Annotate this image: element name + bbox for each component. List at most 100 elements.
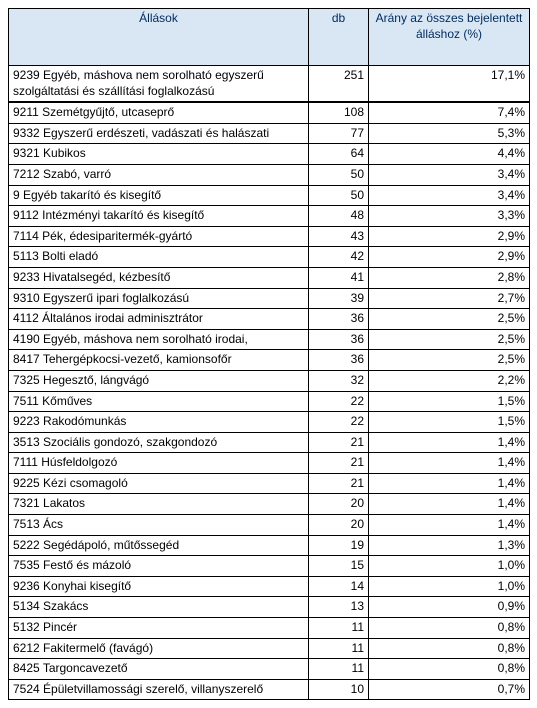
cell-name: 7513 Ács: [9, 515, 309, 536]
table-row: 4112 Általános irodai adminisztrátor362,…: [9, 309, 530, 330]
table-row: 5222 Segédápoló, műtőssegéd191,3%: [9, 535, 530, 556]
cell-db: 21: [309, 432, 369, 453]
cell-db: 64: [309, 144, 369, 165]
cell-pct: 1,4%: [369, 473, 530, 494]
cell-pct: 17,1%: [369, 66, 530, 103]
table-row: 7325 Hegesztő, lángvágó322,2%: [9, 370, 530, 391]
cell-name: 4190 Egyéb, máshova nem sorolható irodai…: [9, 329, 309, 350]
header-row: Állások db Arány az összes bejelentett á…: [9, 9, 530, 66]
cell-pct: 0,9%: [369, 597, 530, 618]
table-row: 3513 Szociális gondozó, szakgondozó211,4…: [9, 432, 530, 453]
cell-name: 9112 Intézményi takarító és kisegítő: [9, 206, 309, 227]
cell-pct: 0,8%: [369, 638, 530, 659]
table-row: 5134 Szakács130,9%: [9, 597, 530, 618]
cell-pct: 2,9%: [369, 226, 530, 247]
cell-name: 9225 Kézi csomagoló: [9, 473, 309, 494]
cell-name: 8417 Tehergépkocsi-vezető, kamionsofőr: [9, 350, 309, 371]
cell-pct: 0,8%: [369, 659, 530, 680]
cell-db: 108: [309, 102, 369, 123]
cell-name: 4112 Általános irodai adminisztrátor: [9, 309, 309, 330]
cell-name: 7321 Lakatos: [9, 494, 309, 515]
cell-name: 9223 Rakodómunkás: [9, 412, 309, 433]
jobs-table: Állások db Arány az összes bejelentett á…: [8, 8, 530, 700]
cell-name: 7212 Szabó, varró: [9, 164, 309, 185]
table-row: 7114 Pék, édesiparitermék-gyártó432,9%: [9, 226, 530, 247]
cell-db: 20: [309, 515, 369, 536]
table-row: 9332 Egyszerű erdészeti, vadászati és ha…: [9, 123, 530, 144]
cell-db: 50: [309, 164, 369, 185]
cell-db: 32: [309, 370, 369, 391]
col-header-pct: Arány az összes bejelentett álláshoz (%): [369, 9, 530, 66]
cell-pct: 1,0%: [369, 556, 530, 577]
table-row: 9236 Konyhai kisegítő141,0%: [9, 576, 530, 597]
cell-name: 9211 Szemétgyűjtő, utcaseprő: [9, 102, 309, 123]
cell-name: 9239 Egyéb, máshova nem sorolható egysze…: [9, 66, 309, 103]
cell-db: 11: [309, 618, 369, 639]
cell-db: 11: [309, 638, 369, 659]
cell-name: 9233 Hivatalsegéd, kézbesítő: [9, 267, 309, 288]
cell-pct: 2,5%: [369, 309, 530, 330]
table-row: 9239 Egyéb, máshova nem sorolható egysze…: [9, 66, 530, 103]
cell-pct: 1,4%: [369, 515, 530, 536]
cell-db: 251: [309, 66, 369, 103]
cell-pct: 2,8%: [369, 267, 530, 288]
cell-db: 13: [309, 597, 369, 618]
cell-db: 42: [309, 247, 369, 268]
cell-name: 3513 Szociális gondozó, szakgondozó: [9, 432, 309, 453]
cell-name: 7111 Húsfeldolgozó: [9, 453, 309, 474]
cell-db: 11: [309, 659, 369, 680]
cell-pct: 1,3%: [369, 535, 530, 556]
cell-db: 39: [309, 288, 369, 309]
table-row: 9 Egyéb takarító és kisegítő503,4%: [9, 185, 530, 206]
cell-db: 21: [309, 453, 369, 474]
cell-db: 19: [309, 535, 369, 556]
cell-name: 8425 Targoncavezető: [9, 659, 309, 680]
col-header-db: db: [309, 9, 369, 66]
cell-name: 7524 Épületvillamossági szerelő, villany…: [9, 679, 309, 700]
cell-pct: 1,4%: [369, 432, 530, 453]
table-row: 9310 Egyszerű ipari foglalkozású392,7%: [9, 288, 530, 309]
cell-pct: 1,5%: [369, 391, 530, 412]
table-row: 9211 Szemétgyűjtő, utcaseprő1087,4%: [9, 102, 530, 123]
cell-db: 22: [309, 412, 369, 433]
cell-db: 20: [309, 494, 369, 515]
table-row: 9223 Rakodómunkás221,5%: [9, 412, 530, 433]
cell-pct: 0,8%: [369, 618, 530, 639]
table-row: 9321 Kubikos644,4%: [9, 144, 530, 165]
cell-name: 5222 Segédápoló, műtőssegéd: [9, 535, 309, 556]
cell-name: 9310 Egyszerű ipari foglalkozású: [9, 288, 309, 309]
cell-pct: 3,4%: [369, 164, 530, 185]
table-row: 8417 Tehergépkocsi-vezető, kamionsofőr36…: [9, 350, 530, 371]
cell-pct: 4,4%: [369, 144, 530, 165]
cell-name: 5113 Bolti eladó: [9, 247, 309, 268]
cell-pct: 3,4%: [369, 185, 530, 206]
table-row: 9233 Hivatalsegéd, kézbesítő412,8%: [9, 267, 530, 288]
cell-db: 43: [309, 226, 369, 247]
cell-pct: 2,5%: [369, 350, 530, 371]
cell-pct: 1,4%: [369, 494, 530, 515]
cell-pct: 1,5%: [369, 412, 530, 433]
cell-pct: 3,3%: [369, 206, 530, 227]
cell-db: 36: [309, 350, 369, 371]
cell-name: 7511 Kőműves: [9, 391, 309, 412]
cell-pct: 2,7%: [369, 288, 530, 309]
table-row: 7511 Kőműves221,5%: [9, 391, 530, 412]
cell-db: 41: [309, 267, 369, 288]
cell-name: 5134 Szakács: [9, 597, 309, 618]
table-row: 7111 Húsfeldolgozó211,4%: [9, 453, 530, 474]
cell-pct: 7,4%: [369, 102, 530, 123]
cell-pct: 1,4%: [369, 453, 530, 474]
cell-db: 14: [309, 576, 369, 597]
col-header-name: Állások: [9, 9, 309, 66]
cell-name: 5132 Pincér: [9, 618, 309, 639]
table-row: 9112 Intézményi takarító és kisegítő483,…: [9, 206, 530, 227]
cell-name: 6212 Fakitermelő (favágó): [9, 638, 309, 659]
cell-db: 77: [309, 123, 369, 144]
cell-db: 10: [309, 679, 369, 700]
table-row: 7524 Épületvillamossági szerelő, villany…: [9, 679, 530, 700]
cell-db: 15: [309, 556, 369, 577]
table-row: 5132 Pincér110,8%: [9, 618, 530, 639]
cell-db: 21: [309, 473, 369, 494]
cell-name: 7325 Hegesztő, lángvágó: [9, 370, 309, 391]
cell-pct: 2,2%: [369, 370, 530, 391]
